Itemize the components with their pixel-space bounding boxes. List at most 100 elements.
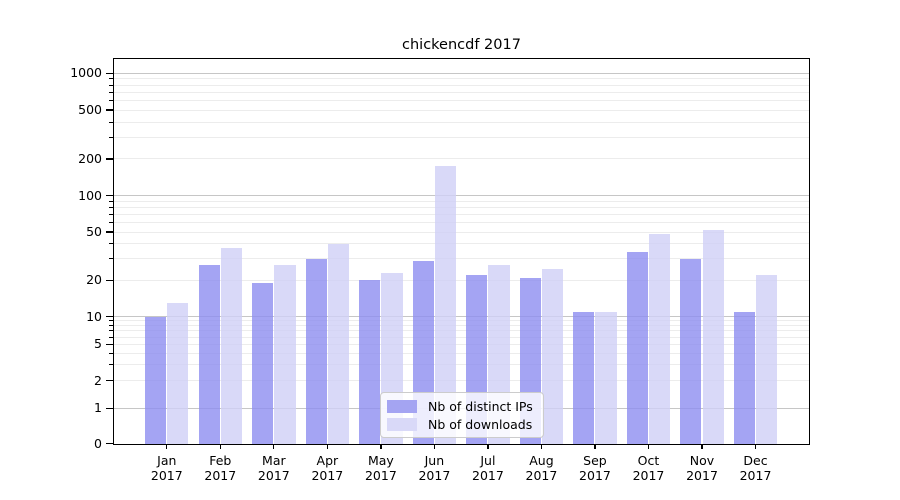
gridline-minor xyxy=(114,231,809,233)
x-axis-tick-label-jul: Jul 2017 xyxy=(458,453,518,484)
bar-downloads-mar xyxy=(274,264,296,444)
bar-distinct-ips-dec xyxy=(733,311,755,444)
bar-downloads-nov xyxy=(702,230,724,444)
x-axis-tick-label-dec: Dec 2017 xyxy=(726,453,786,484)
gridline-minor xyxy=(114,279,809,281)
bar-distinct-ips-sep xyxy=(573,311,595,444)
gridline-minor xyxy=(114,206,809,208)
gridline-minor xyxy=(114,352,809,354)
axis-spine-left xyxy=(112,57,115,446)
year-label: 2017 xyxy=(204,468,237,483)
legend-swatch-distinct-ips-icon xyxy=(387,400,417,413)
legend-label-distinct-ips: Nb of distinct IPs xyxy=(428,399,533,414)
gridline-minor xyxy=(114,325,809,327)
y-axis-minor-tick xyxy=(109,243,113,245)
month-label: Aug xyxy=(529,452,554,468)
bar-distinct-ips-nov xyxy=(680,258,702,444)
month-label: Jan xyxy=(157,452,177,468)
x-axis-tick-label-aug: Aug 2017 xyxy=(511,453,571,484)
gridline-minor xyxy=(114,343,809,345)
month-label: May xyxy=(367,452,394,468)
y-axis-minor-tick xyxy=(109,99,113,101)
year-label: 2017 xyxy=(686,468,718,483)
bar-distinct-ips-apr xyxy=(305,258,327,444)
y-axis-minor-tick xyxy=(109,200,113,202)
y-axis-tick-label: 1000 xyxy=(70,65,102,81)
x-axis-tick xyxy=(326,444,328,450)
y-axis-tick xyxy=(106,279,113,281)
month-label: Oct xyxy=(637,452,660,468)
y-axis-minor-tick xyxy=(109,325,113,327)
gridline-minor xyxy=(114,158,809,160)
gridline-major xyxy=(114,72,809,74)
y-axis-tick-label: 2 xyxy=(94,372,102,388)
y-axis-minor-tick xyxy=(109,352,113,354)
year-label: 2017 xyxy=(364,468,397,483)
bar-distinct-ips-mar xyxy=(252,282,274,444)
axis-spine-top xyxy=(112,57,811,60)
month-label: Dec xyxy=(743,452,768,468)
bar-downloads-aug xyxy=(541,268,564,444)
y-axis-minor-tick xyxy=(109,121,113,123)
gridline-minor xyxy=(114,243,809,245)
chart-title: chickencdf 2017 xyxy=(402,37,521,53)
gridline-minor xyxy=(114,84,809,86)
x-axis-tick xyxy=(754,444,757,450)
bar-downloads-oct xyxy=(648,234,671,444)
legend-item-downloads: Nb of downloads xyxy=(387,416,537,433)
gridline-minor xyxy=(114,213,809,215)
month-label: Feb xyxy=(209,452,232,468)
year-label: 2017 xyxy=(150,468,183,483)
legend-label-downloads: Nb of downloads xyxy=(428,417,533,432)
gridline-minor xyxy=(114,200,809,202)
x-axis-tick-label-mar: Mar 2017 xyxy=(244,453,304,484)
month-label: Sep xyxy=(583,452,607,468)
gridline-minor xyxy=(114,78,809,80)
y-axis-tick-label: 0 xyxy=(94,435,102,451)
year-label: 2017 xyxy=(579,468,611,483)
bar-downloads-dec xyxy=(756,275,778,444)
x-axis-tick-label-sep: Sep 2017 xyxy=(565,453,625,484)
y-axis-minor-tick xyxy=(109,206,113,208)
y-axis-tick xyxy=(106,231,113,233)
x-axis-tick xyxy=(433,444,436,450)
y-axis-tick-label: 500 xyxy=(78,102,102,118)
axis-spine-right xyxy=(808,57,811,446)
bar-downloads-apr xyxy=(327,243,350,444)
y-axis-minor-tick xyxy=(109,336,113,338)
y-axis-tick xyxy=(106,109,113,111)
gridline-minor xyxy=(114,380,809,382)
y-axis-tick-label: 50 xyxy=(86,224,102,240)
x-axis-tick-label-nov: Nov 2017 xyxy=(672,453,732,484)
x-axis-tick xyxy=(219,444,221,450)
x-axis-tick-label-jan: Jan 2017 xyxy=(137,453,197,484)
year-label: 2017 xyxy=(632,468,665,483)
y-axis-tick-label: 100 xyxy=(78,187,102,203)
y-axis-tick-label: 1 xyxy=(94,400,102,416)
gridline-minor xyxy=(114,109,809,111)
month-label: Nov xyxy=(689,452,715,468)
x-axis-tick-label-apr: Apr 2017 xyxy=(297,453,357,484)
bar-distinct-ips-oct xyxy=(626,252,648,444)
gridline-minor xyxy=(114,91,809,93)
gridline-major xyxy=(114,316,809,318)
gridline-minor xyxy=(114,121,809,123)
bar-downloads-sep xyxy=(595,311,617,444)
y-axis-minor-tick xyxy=(109,213,113,215)
y-axis-minor-tick xyxy=(109,364,113,366)
x-axis-tick xyxy=(594,444,596,450)
x-axis-tick xyxy=(540,444,543,450)
x-axis-tick-label-may: May 2017 xyxy=(351,453,411,484)
year-label: 2017 xyxy=(525,468,558,483)
bar-downloads-jan xyxy=(167,302,189,444)
legend-item-distinct-ips: Nb of distinct IPs xyxy=(387,398,537,415)
y-axis-minor-tick xyxy=(109,91,113,93)
y-axis-minor-tick xyxy=(109,330,113,332)
x-axis-tick xyxy=(273,444,275,450)
y-axis-tick xyxy=(106,343,113,345)
x-axis-tick-label-jun: Jun 2017 xyxy=(404,453,464,484)
y-axis-minor-tick xyxy=(109,320,113,322)
legend-swatch-downloads-icon xyxy=(387,418,417,431)
y-axis-tick xyxy=(106,72,113,74)
year-label: 2017 xyxy=(739,468,772,483)
